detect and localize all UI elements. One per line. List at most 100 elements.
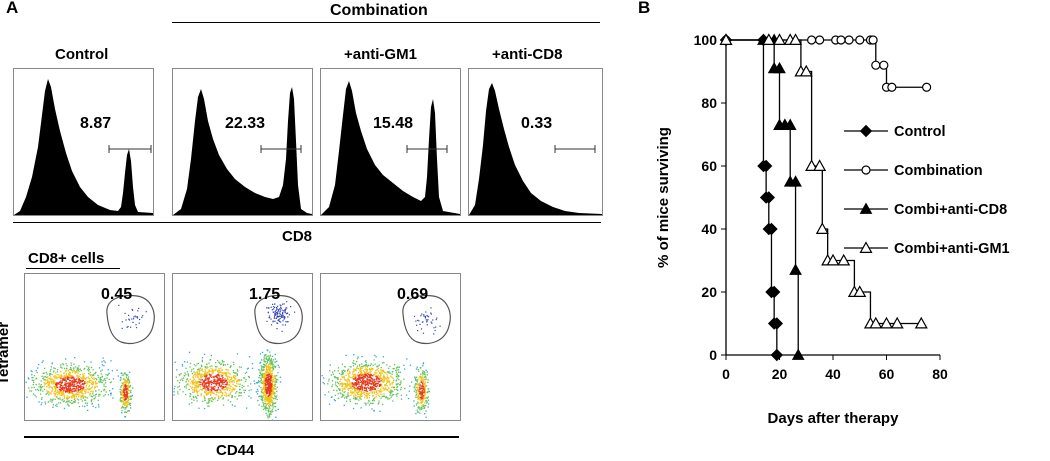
histogram-anti-gm1-peak — [321, 81, 460, 215]
point-combination — [887, 82, 897, 92]
y-tick-label: 20 — [701, 284, 717, 300]
point-combination — [922, 82, 932, 92]
survival-series — [719, 33, 932, 362]
point-control — [770, 317, 784, 330]
point-control — [762, 191, 776, 204]
point-combi-anti-gm1 — [772, 33, 787, 45]
legend-label-combination: Combination — [894, 163, 983, 179]
survival-chart: 0 20 40 60 80 100 0 20 40 60 80 Days after therapy%… — [655, 32, 1010, 427]
histogram-combination-value: 22.33 — [225, 115, 266, 132]
point-combination — [879, 60, 889, 70]
y-tick-label: 0 — [709, 347, 717, 363]
panel-b-letter: B — [638, 0, 651, 17]
point-combi-anti-cd8 — [791, 348, 805, 360]
point-combination — [807, 35, 817, 45]
y-tick-label: 60 — [701, 158, 717, 174]
point-combi-anti-cd8 — [789, 175, 802, 187]
cd8-positive-underline — [26, 268, 120, 269]
histogram-combination-peak — [173, 87, 312, 215]
dotplot-control: 0.45 — [24, 273, 165, 421]
y-tick-label: 80 — [701, 95, 717, 111]
cd44-axis-line — [24, 436, 459, 438]
point-combination — [815, 35, 825, 45]
cd8-axis-label: CD8 — [282, 228, 313, 245]
point-combination — [855, 35, 865, 45]
gate-outline — [254, 294, 303, 345]
dotplot-events — [25, 304, 147, 418]
point-combi-anti-cd8 — [783, 118, 797, 130]
point-combi-anti-gm1 — [890, 316, 904, 329]
histogram-anti-cd8: 0.33 — [468, 68, 603, 216]
histogram-combination: 22.33 — [172, 68, 313, 216]
histogram-label-anti-cd8: +anti-CD8 — [492, 46, 563, 63]
series-line-combi-anti-gm1 — [726, 39, 922, 325]
dotplot-anti-gm1-plot — [321, 294, 451, 418]
legend-label-combi-anti-gm1: Combi+anti-GM1 — [894, 241, 1010, 257]
dotplot-combination-plot — [173, 294, 303, 420]
point-combination — [871, 60, 881, 70]
dotplot-control-value: 0.45 — [101, 286, 133, 303]
gate-outline — [106, 294, 155, 345]
legend-label-combi-anti-cd8: Combi+anti-CD8 — [894, 202, 1007, 218]
survival-axes: 0 20 40 60 80 100 0 20 40 60 80 Days after therapy%… — [655, 32, 948, 427]
histogram-anti-gm1-value: 15.48 — [373, 115, 414, 132]
point-combi-anti-gm1 — [789, 33, 803, 45]
point-combi-anti-gm1 — [853, 285, 867, 297]
cd8-axis-line — [13, 222, 601, 223]
dotplot-anti-gm1-value: 0.69 — [397, 286, 429, 303]
point-control — [765, 222, 778, 236]
legend-marker-combination — [861, 165, 871, 175]
point-combi-anti-gm1 — [799, 64, 813, 77]
histogram-label-control: Control — [55, 46, 109, 63]
histogram-label-anti-gm1: +anti-GM1 — [344, 46, 417, 63]
tetramer-axis-label: Tetramer — [0, 321, 13, 386]
histogram-control-plot — [14, 79, 153, 215]
histogram-combination-plot — [173, 87, 312, 215]
x-tick-label: 0 — [722, 366, 730, 382]
point-combi-anti-gm1 — [762, 33, 776, 45]
point-combination — [844, 35, 854, 45]
point-combination — [868, 35, 878, 45]
point-combi-anti-gm1 — [837, 253, 851, 266]
histogram-anti-gm1: 15.48 — [320, 68, 461, 216]
survival-legend: Control Combination Combi+anti-CD8 Combi+an… — [844, 124, 1010, 257]
dotplot-combination-value: 1.75 — [249, 286, 281, 303]
dotplot-events — [321, 307, 441, 418]
x-tick-label: 60 — [879, 366, 895, 382]
legend-marker-control — [859, 124, 873, 138]
y-axis-title: % of mice surviving — [655, 127, 672, 268]
point-combi-anti-gm1 — [914, 316, 928, 329]
dotplot-combination: 1.75 — [172, 273, 313, 421]
point-combi-anti-cd8 — [789, 263, 802, 275]
point-combi-anti-gm1 — [826, 253, 840, 266]
point-combi-anti-gm1 — [869, 316, 883, 329]
histogram-anti-cd8-plot — [469, 83, 602, 215]
point-combi-anti-gm1 — [719, 33, 733, 45]
legend-marker-combi-anti-gm1 — [859, 241, 873, 253]
histogram-control: 8.87 — [13, 68, 154, 216]
point-control — [770, 348, 784, 362]
panel-a-letter: A — [6, 0, 19, 17]
dotplot-control-plot — [25, 294, 155, 418]
series-line-combination — [726, 39, 927, 88]
point-control — [759, 159, 773, 173]
cd8-positive-label: CD8+ cells — [28, 250, 105, 267]
x-tick-label: 40 — [825, 366, 841, 382]
histogram-anti-cd8-peak — [469, 83, 602, 215]
cd44-axis-label: CD44 — [216, 442, 255, 459]
combination-header-line — [172, 22, 600, 23]
point-combi-anti-gm1 — [815, 222, 829, 234]
x-tick-label: 80 — [932, 366, 948, 382]
combination-header: Combination — [330, 2, 428, 19]
x-tick-label: 20 — [772, 366, 788, 382]
x-axis-title: Days after therapy — [768, 410, 900, 427]
legend-marker-combi-anti-cd8 — [859, 202, 873, 214]
point-control — [767, 285, 781, 299]
histogram-control-value: 8.87 — [80, 115, 112, 132]
histogram-anti-gm1-plot — [321, 81, 460, 215]
point-combi-anti-gm1 — [805, 159, 819, 171]
dotplot-anti-gm1: 0.69 — [320, 273, 461, 421]
y-tick-label: 100 — [694, 32, 718, 48]
legend-label-control: Control — [894, 124, 946, 140]
gate-outline — [402, 294, 451, 345]
